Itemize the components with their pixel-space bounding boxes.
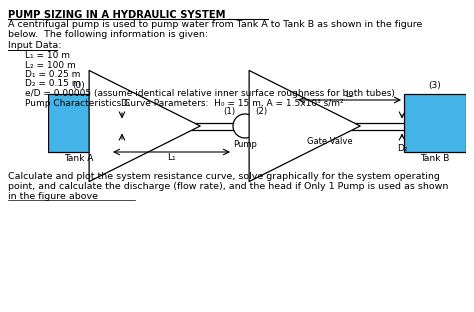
- Text: Pump: Pump: [233, 140, 257, 149]
- Text: Tank B: Tank B: [420, 154, 450, 163]
- Text: (2): (2): [255, 107, 267, 116]
- Text: Gate Valve: Gate Valve: [307, 137, 353, 146]
- Text: D₁: D₁: [120, 99, 130, 108]
- FancyBboxPatch shape: [48, 94, 110, 152]
- Text: Tank A: Tank A: [64, 154, 94, 163]
- Text: D₂: D₂: [397, 144, 407, 153]
- Text: L₁: L₁: [167, 153, 176, 162]
- Text: e/D = 0.00005 (assume identical relative inner surface roughness for both tubes): e/D = 0.00005 (assume identical relative…: [25, 89, 395, 98]
- Text: A centrifugal pump is used to pump water from Tank A to Tank B as shown in the f: A centrifugal pump is used to pump water…: [8, 20, 422, 29]
- Text: PUMP SIZING IN A HYDRAULIC SYSTEM: PUMP SIZING IN A HYDRAULIC SYSTEM: [8, 10, 226, 20]
- Text: (1): (1): [223, 107, 235, 116]
- FancyBboxPatch shape: [404, 94, 466, 152]
- Text: L₂ = 100 m: L₂ = 100 m: [25, 61, 76, 70]
- Text: D₂ = 0.15 m: D₂ = 0.15 m: [25, 80, 81, 89]
- Text: point, and calculate the discharge (flow rate), and the head if Only 1 Pump is u: point, and calculate the discharge (flow…: [8, 182, 448, 191]
- Text: (0): (0): [73, 81, 85, 90]
- Text: D₁ = 0.25 m: D₁ = 0.25 m: [25, 70, 81, 79]
- Text: Input Data:: Input Data:: [8, 41, 62, 50]
- Text: Pump Characteristics Curve Parameters:  H₀ = 15 m, A = 1.5x10³ s/m²: Pump Characteristics Curve Parameters: H…: [25, 99, 344, 108]
- Text: Calculate and plot the system resistance curve, solve graphically for the system: Calculate and plot the system resistance…: [8, 172, 440, 181]
- Text: below.  The following information is given:: below. The following information is give…: [8, 30, 208, 39]
- Text: in the figure above: in the figure above: [8, 192, 98, 201]
- Text: (3): (3): [428, 81, 441, 90]
- Text: L₁ = 10 m: L₁ = 10 m: [25, 51, 70, 60]
- Text: L₂: L₂: [345, 90, 354, 99]
